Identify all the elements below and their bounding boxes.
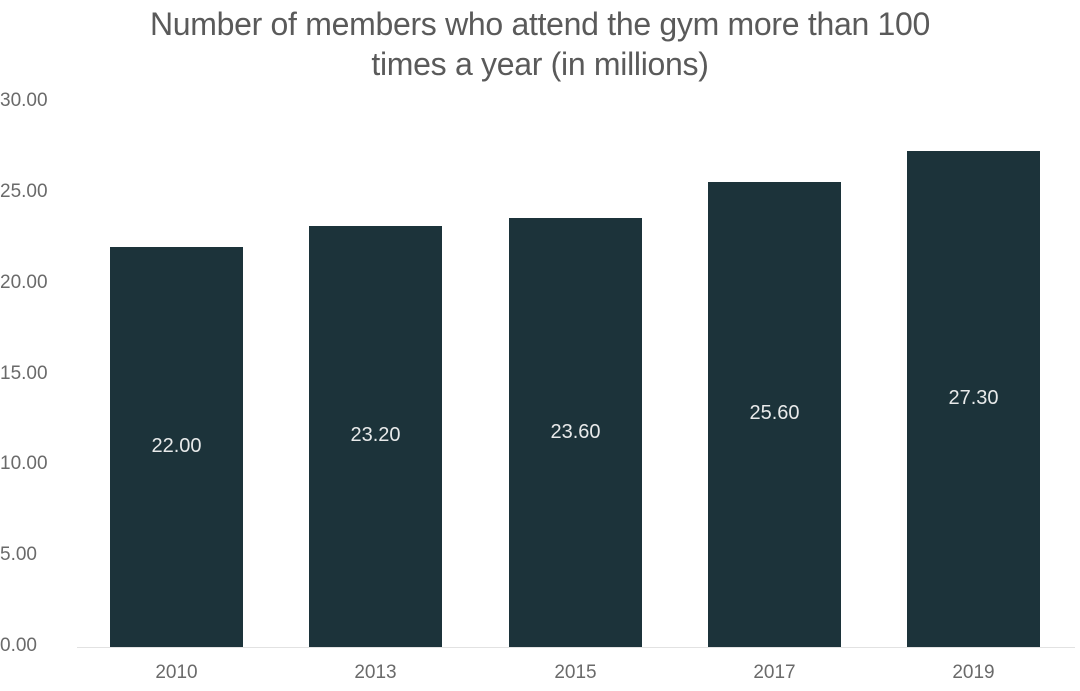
bar-value-label: 27.30: [948, 387, 999, 410]
x-tick-label: 2017: [753, 662, 796, 683]
bar-2010: 22.00: [110, 247, 243, 647]
y-tick-label: 10.00: [0, 453, 48, 475]
bar-2017: 25.60: [708, 181, 841, 647]
x-tick-label: 2019: [952, 662, 995, 683]
chart-title-line-2: times a year (in millions): [371, 46, 709, 82]
chart-title: Number of members who attend the gym mor…: [0, 4, 1080, 84]
x-tick-label: 2010: [155, 662, 198, 683]
bar-value-label: 25.60: [749, 402, 800, 425]
y-tick-label: 30.00: [0, 90, 48, 111]
x-tick-label: 2015: [554, 662, 597, 683]
y-tick-label: 25.00: [0, 180, 48, 202]
bar-value-label: 23.60: [550, 420, 601, 443]
x-tick-label: 2013: [354, 662, 397, 683]
y-tick-label: 20.00: [0, 271, 48, 293]
bar-value-label: 22.00: [151, 435, 202, 458]
y-tick-label: 15.00: [0, 362, 48, 384]
y-tick-label: 5.00: [0, 544, 37, 566]
y-tick-label: 0.00: [0, 635, 37, 656]
chart-title-line-1: Number of members who attend the gym mor…: [149, 6, 931, 42]
bar-2013: 23.20: [309, 225, 442, 647]
bar-value-label: 23.20: [350, 424, 401, 447]
bar-2015: 23.60: [509, 218, 642, 647]
bar-2019: 27.30: [907, 151, 1040, 647]
x-axis-line: [77, 647, 1075, 648]
